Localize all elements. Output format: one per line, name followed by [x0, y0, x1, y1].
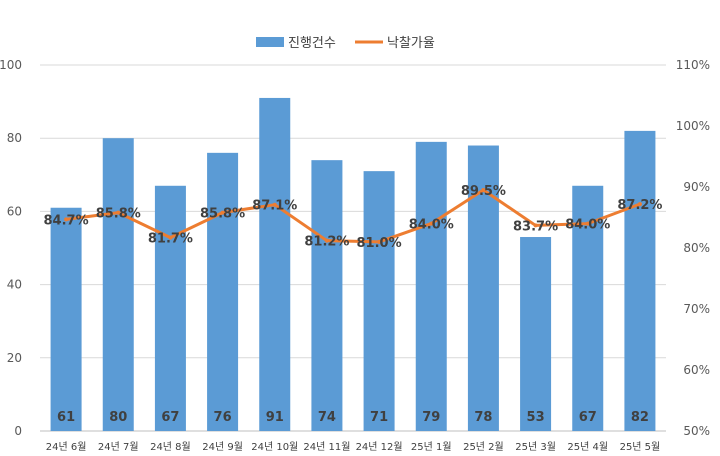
x-axis-tick: 24년 12월	[356, 441, 403, 453]
x-axis-tick: 24년 6월	[46, 441, 87, 453]
bar	[311, 160, 343, 431]
bar-value-label: 82	[631, 410, 649, 425]
bar-value-label: 74	[318, 410, 336, 425]
bar	[207, 152, 239, 431]
right-axis-tick: 80%	[683, 241, 710, 255]
legend: 진행건수 낙찰가율	[256, 35, 435, 51]
line-point	[637, 202, 642, 207]
line-point	[585, 221, 590, 226]
line-point	[116, 210, 121, 215]
line-point	[429, 221, 434, 226]
line-point	[324, 238, 329, 243]
right-axis-tick: 70%	[683, 302, 710, 316]
line-value-label: 87.2%	[617, 198, 662, 213]
x-axis-tick: 25년 4월	[567, 441, 608, 453]
line-value-label: 84.0%	[565, 218, 610, 233]
right-axis-tick: 90%	[683, 180, 710, 194]
bar	[259, 97, 291, 431]
line-value-label: 81.7%	[148, 232, 193, 247]
bar-value-label: 78	[474, 410, 492, 425]
line-value-label: 89.5%	[461, 184, 506, 199]
x-axis-tick: 25년 5월	[620, 441, 661, 453]
line-point	[377, 239, 382, 244]
bar	[154, 185, 186, 431]
left-axis-tick: 40	[7, 278, 22, 292]
bar-value-label: 80	[109, 410, 127, 425]
line-value-label: 81.2%	[304, 235, 349, 250]
left-axis-tick: 80	[7, 131, 22, 145]
right-axis-tick: 110%	[676, 58, 710, 72]
line-value-label: 83.7%	[513, 219, 558, 234]
line-value-label: 85.8%	[200, 207, 245, 222]
line-value-label: 87.1%	[252, 199, 297, 214]
x-axis-tick: 24년 7월	[98, 441, 139, 453]
line-value-label: 84.0%	[409, 218, 454, 233]
line-series: 84.7% 85.8% 81.7% 85.8% 87.1% 81.2% 81.0% 84.0%…	[44, 184, 663, 251]
line-value-label: 85.8%	[96, 207, 141, 222]
bar	[102, 138, 134, 431]
x-axis-tick: 25년 2월	[463, 441, 504, 453]
x-axis: 24년 6월 24년 7월 24년 8월 24년 9월 24년 10월 24년 11월 24…	[46, 441, 661, 453]
x-axis-tick: 24년 10월	[251, 441, 298, 453]
legend-label-bar: 진행건수	[288, 35, 336, 51]
legend-swatch-bar	[256, 37, 284, 47]
bar-value-label: 91	[266, 410, 284, 425]
right-axis-tick: 60%	[683, 363, 710, 377]
line-value-label: 81.0%	[357, 236, 402, 251]
bar-value-label: 61	[57, 410, 75, 425]
line-point	[481, 188, 486, 193]
left-axis: 0 20 40 60 80 100	[0, 58, 22, 438]
gridlines	[40, 64, 666, 432]
bar-series: 61 80 67 76 91 74 71 79 78 53 67 82	[50, 97, 656, 432]
right-axis: 50% 60% 70% 80% 90% 100% 110%	[676, 58, 710, 438]
bar-value-label: 79	[422, 410, 440, 425]
line-point	[64, 217, 69, 222]
bar-value-label: 67	[579, 410, 597, 425]
left-axis-tick: 20	[7, 351, 22, 365]
x-axis-tick: 24년 9월	[202, 441, 243, 453]
bar	[363, 171, 395, 431]
line-point	[168, 235, 173, 240]
bar	[467, 145, 499, 431]
right-axis-tick: 50%	[683, 424, 710, 438]
left-axis-tick: 100	[0, 58, 22, 72]
bar	[624, 130, 656, 431]
bar-value-label: 53	[527, 410, 545, 425]
bar-value-label: 67	[161, 410, 179, 425]
line-point	[220, 210, 225, 215]
left-axis-tick: 60	[7, 204, 22, 218]
bar	[572, 185, 604, 431]
bar	[520, 237, 552, 431]
x-axis-tick: 24년 11월	[303, 441, 350, 453]
x-axis-tick: 25년 1월	[411, 441, 452, 453]
x-axis-tick: 24년 8월	[150, 441, 191, 453]
x-axis-tick: 25년 3월	[515, 441, 556, 453]
rate-line	[65, 188, 641, 244]
right-axis-tick: 100%	[676, 119, 710, 133]
line-value-label: 84.7%	[44, 213, 89, 228]
bar-value-label: 71	[370, 410, 388, 425]
bar	[415, 141, 447, 432]
left-axis-tick: 0	[14, 424, 22, 438]
legend-label-line: 낙찰가율	[387, 36, 435, 51]
bar-value-label: 76	[214, 410, 232, 425]
line-point	[272, 202, 277, 207]
bar	[50, 207, 82, 431]
line-point	[533, 223, 538, 228]
